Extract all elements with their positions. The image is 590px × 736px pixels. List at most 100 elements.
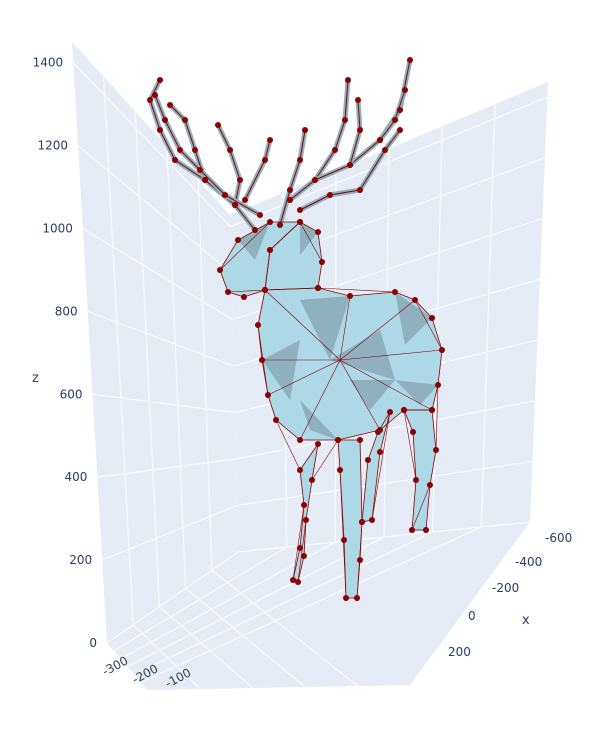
vertex-marker [315,229,321,235]
mesh-edge [299,359,341,441]
vertex-marker [387,409,393,415]
vertex-marker [357,187,363,193]
mesh-face-shaded [300,400,338,440]
vertex-marker [357,127,363,133]
vertex-marker [335,437,341,443]
vertex-marker [257,212,263,218]
antler-edge [279,129,306,226]
vertex-marker [297,207,303,213]
y-gridline [197,180,213,571]
vertex-marker [227,147,233,153]
vertex-marker [290,577,296,583]
vertex-marker [172,157,178,163]
floor-gridline [127,536,385,667]
vertex-marker [343,595,349,601]
vertex-marker [265,392,271,398]
z-tick-label: 600 [60,387,83,401]
vertex-marker [355,97,361,103]
vertex-marker [357,557,363,563]
antler-edge [154,94,261,216]
vertex-marker [267,137,273,143]
vertex-marker [302,127,308,133]
vertex-marker [232,202,238,208]
mesh-edge [264,289,341,361]
mesh-face-shaded [350,380,395,410]
z-tick-label: 200 [69,553,92,567]
floor-gridline [132,624,201,690]
vertex-marker [262,287,268,293]
vertex-marker [157,127,163,133]
mesh-edge [311,439,339,481]
mesh-edge [292,443,319,583]
z-gridline [77,145,232,274]
x-tick-label: -600 [545,531,572,545]
vertex-marker [402,87,408,93]
vertex-marker [287,197,293,203]
vertex-marker [315,285,321,291]
mesh-face-shaded [238,222,270,260]
mesh-edge [411,484,431,531]
vertex-marker [429,315,435,321]
deer-mesh[interactable] [147,57,445,601]
vertex-marker [423,527,429,533]
mesh-face [404,410,436,530]
z-tick-label: 1400 [33,56,64,70]
tick-labels: 0 200 400 600 800 1000 1200 1400 -600-400 -200 0 20… [33,56,573,691]
vertex-marker [401,407,407,413]
vertex-marker [217,267,223,273]
antler-edge [169,104,206,181]
vertex-marker [435,382,441,388]
mesh-face-shaded [395,292,432,345]
mesh-face-shaded [395,380,438,405]
y-gridline [166,145,187,589]
vertex-marker [202,177,208,183]
z-axis-title: z [32,371,39,386]
vertex-marker [409,527,415,533]
vertex-marker [295,579,301,585]
vertex-marker [342,117,348,123]
mesh-edge [339,359,433,411]
vertex-marker [237,177,243,183]
mesh-edge [371,411,391,521]
vertex-marker [392,117,398,123]
vertex-marker [297,157,303,163]
vertex-marker [341,537,347,543]
vertex-marker [392,289,398,295]
back-wall-left [72,42,238,643]
x-tick-label: 200 [448,645,471,659]
x-axis-title: x [522,613,530,628]
x-tick-label: -400 [515,555,542,569]
x-tick-label: 0 [468,609,476,623]
mesh-edge [227,289,266,293]
z-gridline [92,393,235,414]
vertex-marker [301,553,307,559]
vertex-marker [267,247,273,253]
vertex-marker [382,147,388,153]
antler-branch [242,137,273,203]
vertex-marker [192,147,198,153]
y-gridline [103,76,134,625]
z-gridline [97,458,236,478]
vertex-marker [287,187,293,193]
mesh-edge [403,409,417,481]
mesh-edge [275,419,301,471]
vertex-marker [152,92,158,98]
vertex-marker [277,222,283,228]
mesh-edge [339,359,381,431]
vertex-marker [297,437,303,443]
vertex-marker [309,477,315,483]
z-gridline [72,62,231,227]
vertex-marker [429,407,435,413]
z-tick-label: 1200 [37,139,68,153]
vertex-marker [327,192,333,198]
mesh-edge [414,299,443,351]
vertex-marker [357,437,363,443]
vertex-marker [167,102,173,108]
vertex-marker [345,77,351,83]
vertex-marker [332,147,338,153]
z-gridline [82,228,233,321]
z-tick-label: 800 [55,304,78,318]
vertex-marker [267,219,273,225]
